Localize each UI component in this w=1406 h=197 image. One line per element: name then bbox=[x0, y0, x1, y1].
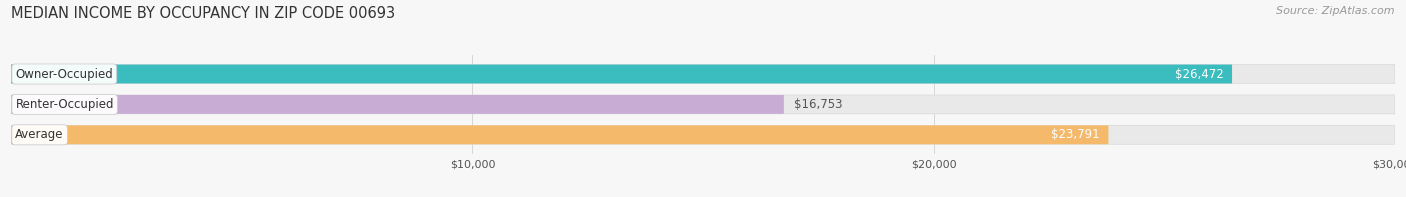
Text: Renter-Occupied: Renter-Occupied bbox=[15, 98, 114, 111]
FancyBboxPatch shape bbox=[11, 95, 783, 114]
Text: $16,753: $16,753 bbox=[793, 98, 842, 111]
FancyBboxPatch shape bbox=[11, 95, 1395, 114]
FancyBboxPatch shape bbox=[11, 125, 1395, 144]
Text: Average: Average bbox=[15, 128, 63, 141]
Text: $26,472: $26,472 bbox=[1175, 68, 1223, 81]
Text: $23,791: $23,791 bbox=[1052, 128, 1099, 141]
FancyBboxPatch shape bbox=[11, 125, 1108, 144]
Text: Owner-Occupied: Owner-Occupied bbox=[15, 68, 112, 81]
Text: Source: ZipAtlas.com: Source: ZipAtlas.com bbox=[1277, 6, 1395, 16]
Text: MEDIAN INCOME BY OCCUPANCY IN ZIP CODE 00693: MEDIAN INCOME BY OCCUPANCY IN ZIP CODE 0… bbox=[11, 6, 395, 21]
FancyBboxPatch shape bbox=[11, 65, 1395, 84]
FancyBboxPatch shape bbox=[11, 65, 1232, 84]
